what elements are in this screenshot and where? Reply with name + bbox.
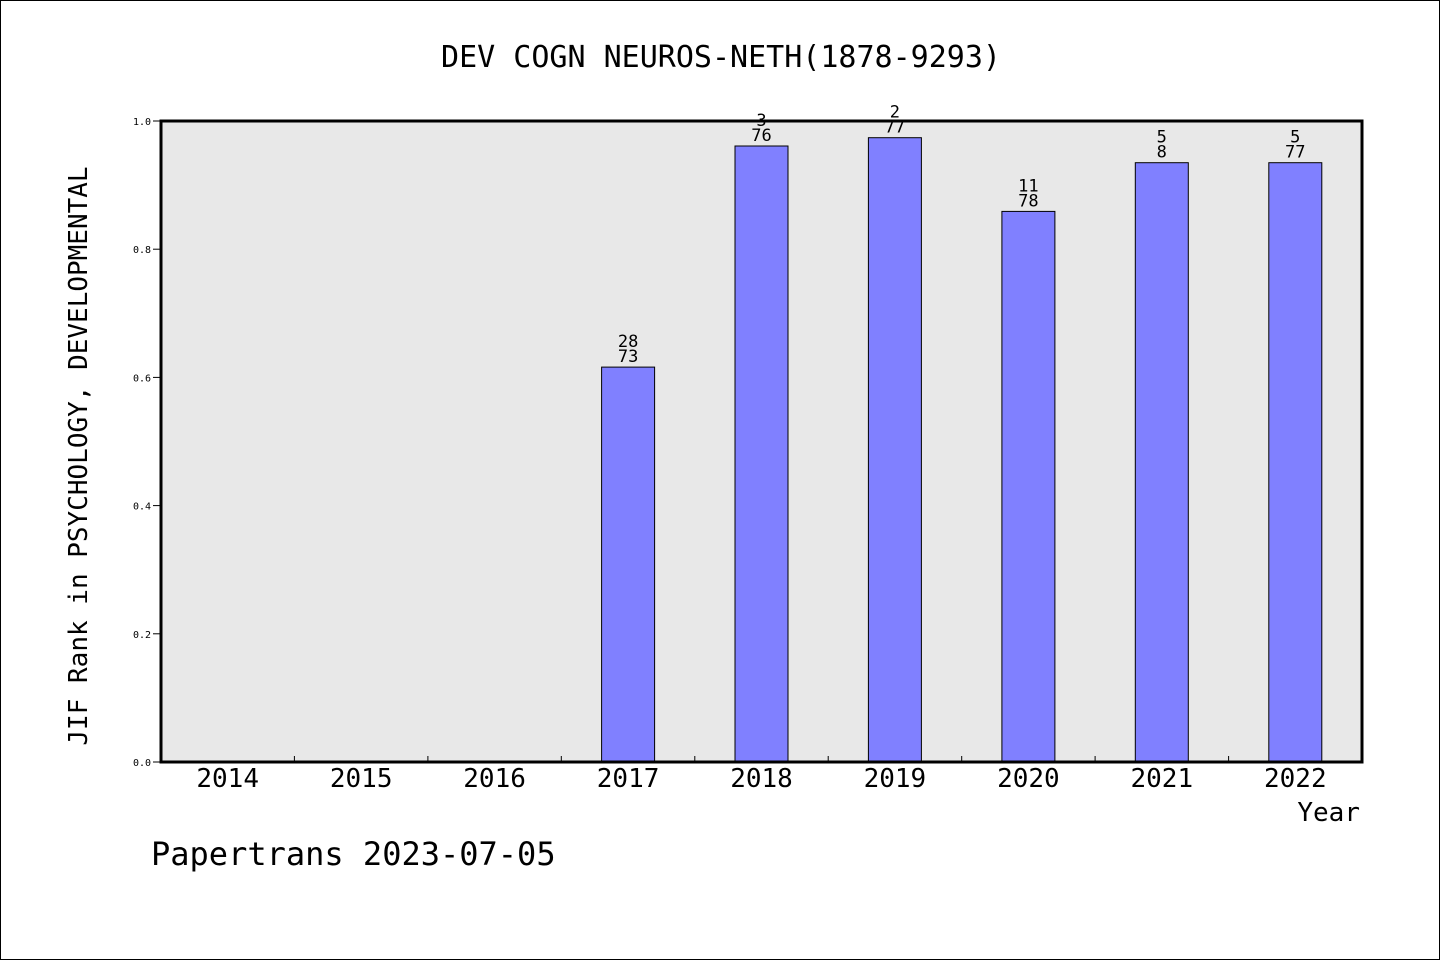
y-tick-label: 0.0 (133, 758, 151, 769)
chart-title: DEV COGN NEUROS-NETH(1878-9293) (441, 40, 1001, 75)
y-tick-label: 1.0 (133, 117, 151, 128)
bar-2020 (1001, 210, 1056, 763)
x-tick-label-2018: 2018 (730, 764, 793, 794)
y-tick-label: 0.4 (133, 502, 151, 513)
bar-label-total-2022: 77 (1285, 143, 1305, 163)
bar-label-total-2021: 8 (1157, 143, 1167, 163)
bar-label-total-2017: 73 (618, 347, 638, 367)
y-tick-label: 0.8 (133, 245, 151, 256)
x-tick-label-2017: 2017 (597, 764, 660, 794)
watermark-text: Papertrans 2023-07-05 (151, 835, 556, 873)
bar-label-total-2020: 78 (1018, 191, 1038, 211)
y-tick-label: 0.6 (133, 373, 151, 384)
bar-label-total-2019: 77 (885, 118, 905, 138)
bar-label-rank-2020: 11 (1018, 176, 1038, 196)
bar-2017 (601, 366, 656, 763)
bar-2019 (867, 137, 922, 763)
bar-2022 (1268, 162, 1323, 763)
y-axis-label: JIF Rank in PSYCHOLOGY, DEVELOPMENTAL (64, 166, 94, 745)
bar-2018 (734, 145, 789, 763)
x-axis-ticks: 2014 2015 2016 2017 2018 2019 2020 2021 2022 (196, 756, 1327, 794)
plot-frame (159, 119, 1364, 764)
x-tick-label-2016: 2016 (463, 764, 526, 794)
bar-label-rank-2022: 5 (1290, 128, 1300, 148)
bar-2021 (1134, 162, 1189, 763)
x-tick-label-2022: 2022 (1264, 764, 1327, 794)
x-tick-label-2015: 2015 (330, 764, 393, 794)
y-axis-ticks: 0.0 0.2 0.4 0.6 0.8 1.0 (133, 117, 161, 769)
bar-label-rank-2019: 2 (890, 103, 900, 123)
bar-label-total-2018: 76 (751, 126, 771, 146)
x-tick-label-2014: 2014 (196, 764, 259, 794)
x-tick-label-2021: 2021 (1130, 764, 1193, 794)
x-tick-label-2020: 2020 (997, 764, 1060, 794)
x-axis-label: Year (1297, 798, 1360, 828)
bars-group (601, 137, 1323, 763)
bar-label-rank-2017: 28 (618, 332, 638, 352)
y-tick-label: 0.2 (133, 630, 151, 641)
x-tick-label-2019: 2019 (864, 764, 927, 794)
bar-label-rank-2021: 5 (1157, 128, 1167, 148)
